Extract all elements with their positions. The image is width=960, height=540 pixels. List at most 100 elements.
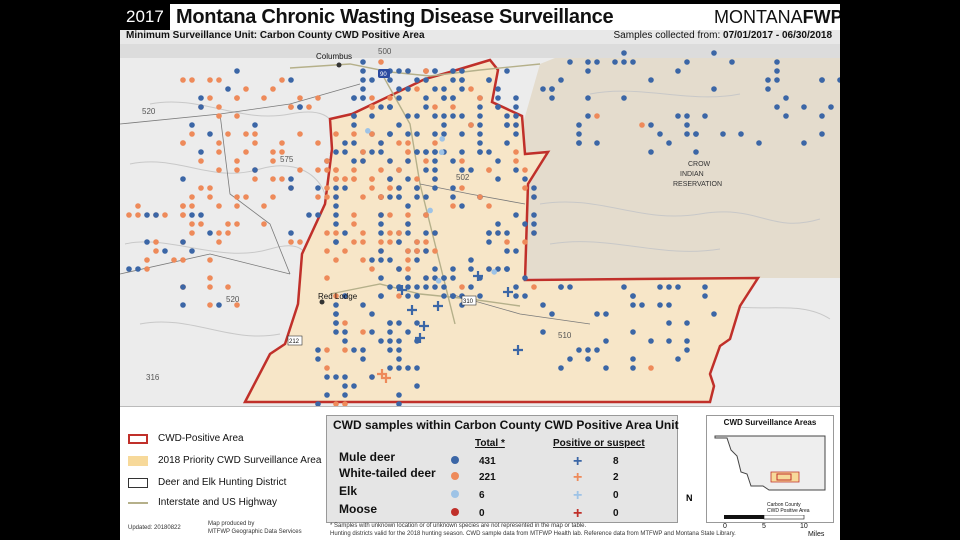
sample-dot [684, 347, 690, 353]
sample-dot [432, 68, 438, 74]
sample-dot [126, 266, 132, 272]
sample-dot [324, 365, 330, 371]
map-area[interactable]: Columbus Red Lodge CROW INDIAN RESERVATI… [120, 44, 840, 407]
sample-dot [432, 167, 438, 173]
sample-dot [450, 104, 456, 110]
sample-dot [324, 392, 330, 398]
sample-dot [414, 383, 420, 389]
sample-dot [369, 311, 375, 317]
sample-dot [450, 68, 456, 74]
sample-dot [405, 140, 411, 146]
sample-dot [315, 212, 321, 218]
sample-dot [198, 104, 204, 110]
sample-dot [720, 131, 726, 137]
sample-dot [387, 185, 393, 191]
sample-dot [558, 365, 564, 371]
sample-dot [468, 266, 474, 272]
sample-dot [819, 77, 825, 83]
sample-dot [486, 266, 492, 272]
sample-dot [621, 50, 627, 56]
sample-dot [549, 95, 555, 101]
sample-dot [585, 347, 591, 353]
sample-dot [333, 203, 339, 209]
sample-dot [342, 149, 348, 155]
sample-dot [414, 320, 420, 326]
sample-dot [387, 77, 393, 83]
sample-dot [234, 113, 240, 119]
sample-dot [603, 311, 609, 317]
sample-dot [396, 194, 402, 200]
legend-label: CWD-Positive Area [158, 433, 244, 444]
sample-dot [657, 284, 663, 290]
sample-dot [837, 77, 840, 83]
sample-dot [423, 284, 429, 290]
sample-dot [180, 302, 186, 308]
district-510: 510 [558, 331, 572, 340]
sample-dot [261, 221, 267, 227]
logo-bold: FWP [802, 7, 840, 27]
district-575: 575 [280, 155, 294, 164]
sample-dot [531, 221, 537, 227]
sample-dot [585, 113, 591, 119]
sample-dot [342, 293, 348, 299]
sample-dot [522, 167, 528, 173]
sample-dot [189, 230, 195, 236]
inset-label-b: CWD Positive Area [767, 508, 810, 514]
sample-dot [414, 365, 420, 371]
sample-dot [315, 356, 321, 362]
sample-dot [594, 347, 600, 353]
sample-dot [234, 167, 240, 173]
sample-dot [360, 230, 366, 236]
sample-dot [432, 149, 438, 155]
sample-dot [666, 338, 672, 344]
hwy-90-shield: 90 [378, 69, 390, 78]
footnote-2: Hunting districts valid for the 2018 hun… [330, 531, 736, 537]
sample-dot [288, 185, 294, 191]
sample-dot [360, 68, 366, 74]
sample-dot [459, 203, 465, 209]
sample-dot [630, 329, 636, 335]
sample-dot [315, 167, 321, 173]
sample-dot [783, 113, 789, 119]
sample-dot [414, 338, 420, 344]
sample-dot [423, 158, 429, 164]
sample-dot [486, 203, 492, 209]
sample-dot [567, 59, 573, 65]
sample-dot [378, 104, 384, 110]
title-bar: 2017 Montana Chronic Wasting Disease Sur… [120, 4, 840, 30]
sample-dot [450, 77, 456, 83]
sample-dot [360, 158, 366, 164]
row-elk-total: 6 [479, 490, 485, 501]
legend-label: Interstate and US Highway [158, 497, 277, 508]
legend-positive-area: CWD-Positive Area [128, 433, 244, 444]
sample-dot [144, 239, 150, 245]
sample-dot [396, 356, 402, 362]
sample-dot [387, 131, 393, 137]
sample-dot [396, 392, 402, 398]
sample-dot [333, 374, 339, 380]
sample-dot [423, 239, 429, 245]
sample-dot [414, 239, 420, 245]
sample-dot [405, 113, 411, 119]
sample-dot [414, 293, 420, 299]
sample-dot [711, 50, 717, 56]
sample-dot [351, 167, 357, 173]
sample-dot [234, 221, 240, 227]
sample-dot [207, 194, 213, 200]
district-500: 500 [378, 47, 392, 56]
sample-dot [351, 239, 357, 245]
sample-dot [513, 293, 519, 299]
sample-dot [405, 266, 411, 272]
sample-dot [522, 275, 528, 281]
sample-dot [657, 131, 663, 137]
sample-dot [297, 104, 303, 110]
sample-dot [297, 131, 303, 137]
sample-dot [495, 104, 501, 110]
date-range: 07/01/2017 - 06/30/2018 [723, 30, 832, 41]
sample-dot [450, 275, 456, 281]
sample-dot [594, 59, 600, 65]
sample-dot [405, 221, 411, 227]
sample-dot [423, 248, 429, 254]
sample-dot [594, 113, 600, 119]
sample-dot [189, 194, 195, 200]
